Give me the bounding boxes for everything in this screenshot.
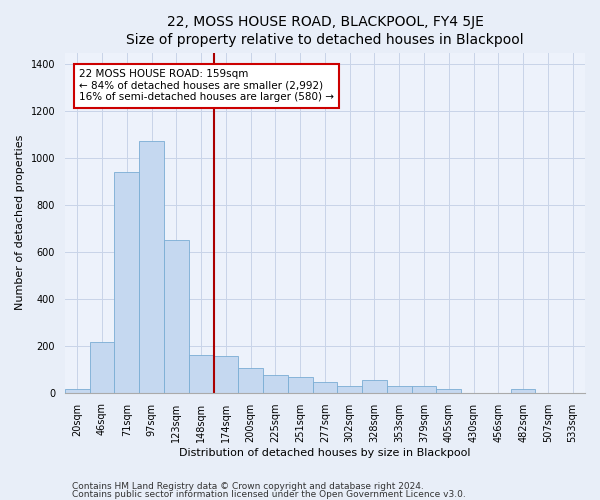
- Text: Contains HM Land Registry data © Crown copyright and database right 2024.: Contains HM Land Registry data © Crown c…: [72, 482, 424, 491]
- Title: 22, MOSS HOUSE ROAD, BLACKPOOL, FY4 5JE
Size of property relative to detached ho: 22, MOSS HOUSE ROAD, BLACKPOOL, FY4 5JE …: [126, 15, 524, 48]
- Bar: [313, 382, 337, 392]
- Bar: [139, 140, 164, 392]
- Bar: [164, 240, 189, 392]
- Bar: [288, 378, 313, 392]
- Bar: [89, 342, 115, 392]
- X-axis label: Distribution of detached houses by size in Blackpool: Distribution of detached houses by size …: [179, 448, 471, 458]
- Bar: [387, 386, 412, 392]
- Text: Contains public sector information licensed under the Open Government Licence v3: Contains public sector information licen…: [72, 490, 466, 499]
- Bar: [337, 386, 362, 392]
- Bar: [362, 380, 387, 392]
- Bar: [436, 389, 461, 392]
- Bar: [115, 172, 139, 392]
- Bar: [65, 388, 89, 392]
- Y-axis label: Number of detached properties: Number of detached properties: [15, 135, 25, 310]
- Bar: [412, 386, 436, 392]
- Bar: [263, 375, 288, 392]
- Bar: [189, 355, 214, 393]
- Bar: [238, 368, 263, 392]
- Bar: [511, 389, 535, 392]
- Text: 22 MOSS HOUSE ROAD: 159sqm
← 84% of detached houses are smaller (2,992)
16% of s: 22 MOSS HOUSE ROAD: 159sqm ← 84% of deta…: [79, 69, 334, 102]
- Bar: [214, 356, 238, 392]
